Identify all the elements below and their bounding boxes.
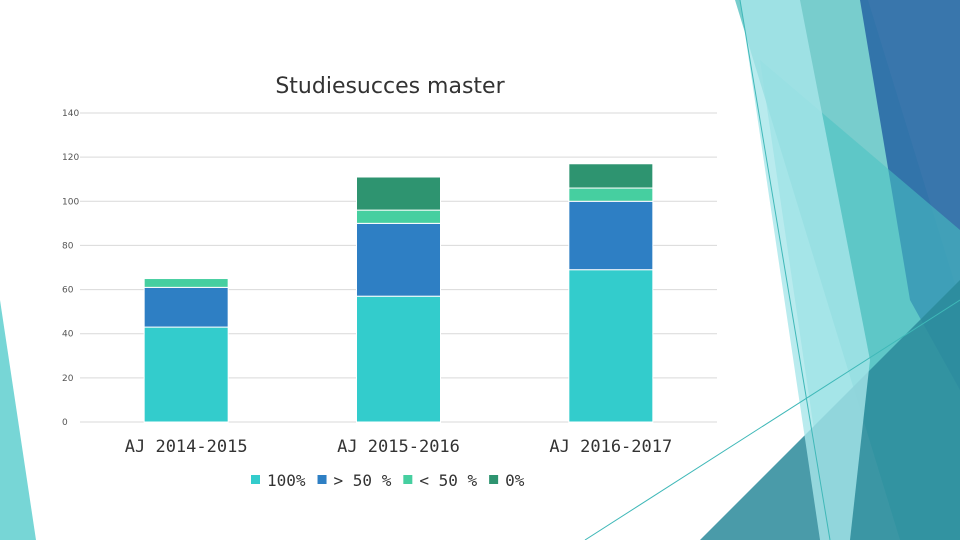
y-axis-ticks: 0 20 40 60 80 100 120 140 (62, 109, 79, 428)
left-accent-shape (0, 300, 36, 540)
y-tick-label: 140 (62, 109, 79, 119)
legend-swatch (251, 475, 260, 484)
y-tick-label: 100 (62, 197, 79, 207)
y-tick-label: 80 (62, 241, 74, 251)
legend-label: 100% (267, 471, 306, 490)
y-tick-label: 120 (62, 153, 79, 163)
right-accent-shape-5 (740, 0, 870, 540)
x-tick-label: AJ 2015-2016 (337, 437, 460, 457)
bar-segment (356, 176, 441, 211)
legend-swatch (317, 475, 327, 484)
bar-segment (568, 200, 654, 271)
bar-segment (568, 163, 654, 189)
bars (143, 163, 654, 423)
legend: 100% > 50 % < 50 % 0% (251, 471, 525, 490)
accent-line-1 (584, 299, 960, 540)
y-tick-label: 0 (62, 418, 68, 428)
bar-segment (568, 187, 654, 202)
legend-swatch (403, 475, 413, 484)
legend-label: 0% (505, 471, 525, 490)
bar-segment (356, 295, 441, 423)
legend-swatch (489, 475, 499, 484)
x-axis-ticks: AJ 2014-2015 AJ 2015-2016 AJ 2016-2017 (125, 437, 672, 457)
bar-segment (356, 222, 441, 297)
y-tick-label: 40 (62, 330, 74, 340)
bar-segment (143, 326, 229, 423)
x-tick-label: AJ 2014-2015 (125, 437, 248, 457)
legend-label: > 50 % (334, 471, 392, 490)
x-tick-label: AJ 2016-2017 (549, 437, 672, 457)
chart-title: Studiesucces master (275, 74, 505, 99)
y-tick-label: 60 (62, 286, 74, 296)
bar-segment (568, 269, 654, 423)
legend-label: < 50 % (419, 471, 477, 490)
bar-segment (143, 278, 229, 288)
y-tick-label: 20 (62, 374, 74, 384)
accent-line-2 (739, 0, 831, 540)
bar-segment (143, 286, 229, 328)
bar-segment (356, 209, 441, 224)
